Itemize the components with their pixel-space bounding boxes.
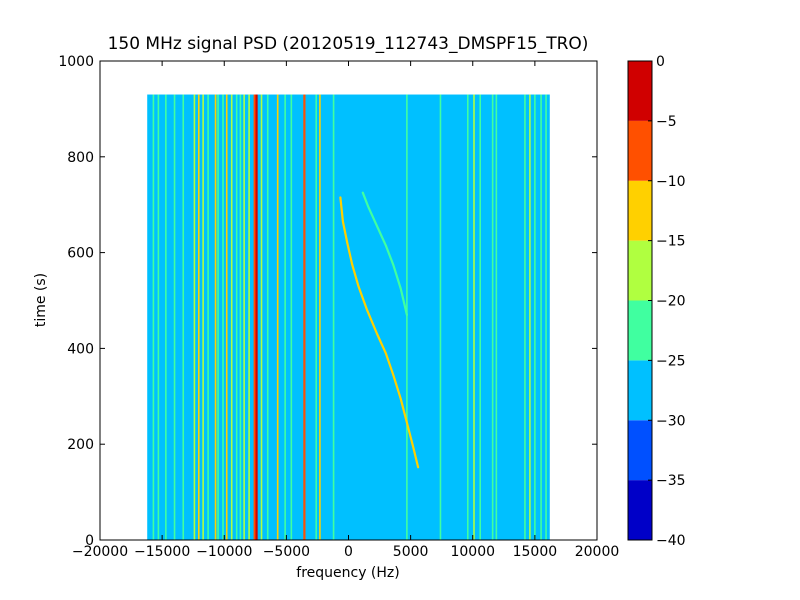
psd-vertical-line <box>214 94 217 540</box>
colorbar-segment <box>628 480 652 540</box>
plot-area <box>147 94 550 540</box>
x-tick-label: −10000 <box>196 544 252 560</box>
psd-vertical-line <box>406 94 408 540</box>
colorbar-tick-label: −25 <box>656 353 686 369</box>
x-tick-label: 5000 <box>393 544 429 560</box>
y-tick-label: 200 <box>67 437 94 453</box>
psd-vertical-line <box>255 94 258 540</box>
colorbar-segment <box>628 300 652 361</box>
psd-vertical-line <box>332 94 335 540</box>
colorbar-segment <box>628 360 652 421</box>
colorbar-tick-label: −35 <box>656 473 686 489</box>
psd-vertical-line <box>303 94 306 540</box>
x-tick-label: 0 <box>344 544 353 560</box>
psd-vertical-line <box>290 94 293 540</box>
colorbar-tick-label: −10 <box>656 174 686 190</box>
psd-vertical-line <box>230 94 233 540</box>
x-tick-label: −15000 <box>134 544 190 560</box>
psd-vertical-line <box>235 94 238 540</box>
x-tick-label: 15000 <box>513 544 558 560</box>
psd-vertical-line <box>524 94 526 540</box>
x-tick-label: 10000 <box>450 544 495 560</box>
colorbar-segment <box>628 61 652 121</box>
psd-vertical-line <box>182 94 185 540</box>
colorbar: 0 −5 −10 −15 −20 −25 −30 −35 −40 <box>627 54 686 549</box>
x-tick-label: −5000 <box>263 544 310 560</box>
colorbar-tick-label: 0 <box>656 54 665 70</box>
colorbar-tick-label: −15 <box>656 234 686 250</box>
y-tick-label: 0 <box>85 533 94 549</box>
chart-title: 150 MHz signal PSD (20120519_112743_DMSP… <box>108 34 589 54</box>
psd-vertical-line <box>534 94 536 540</box>
psd-vertical-line <box>193 94 196 540</box>
psd-vertical-line <box>248 94 250 540</box>
psd-vertical-line <box>540 94 542 540</box>
doppler-trace <box>361 191 408 316</box>
colorbar-tick-label: −30 <box>656 413 686 429</box>
psd-vertical-line <box>529 94 531 540</box>
psd-vertical-line <box>243 94 245 540</box>
colorbar-tick-label: −40 <box>656 533 686 549</box>
psd-vertical-line <box>239 94 242 540</box>
psd-vertical-line <box>197 94 200 540</box>
psd-vertical-line <box>253 94 256 540</box>
y-axis-label: time (s) <box>33 273 49 327</box>
psd-vertical-line <box>545 94 547 540</box>
colorbar-tick-label: −5 <box>656 114 677 130</box>
psd-vertical-line <box>222 94 224 540</box>
psd-vertical-line <box>495 94 498 540</box>
psd-vertical-line <box>466 94 469 540</box>
psd-vertical-line <box>266 94 269 540</box>
psd-vertical-line <box>217 94 219 540</box>
x-tick-label: −20000 <box>72 544 128 560</box>
psd-vertical-line <box>479 94 482 540</box>
psd-vertical-line <box>439 94 442 540</box>
psd-vertical-line <box>173 94 176 540</box>
y-tick-label: 600 <box>67 246 94 262</box>
psd-vertical-line <box>157 94 160 540</box>
x-tick-label: 20000 <box>575 544 620 560</box>
psd-vertical-line <box>152 94 155 540</box>
x-axis-label: frequency (Hz) <box>296 565 399 581</box>
psd-vertical-line <box>473 94 475 540</box>
psd-vertical-line <box>207 94 209 540</box>
axes: −20000 −15000 −10000 −5000 0 5000 10000 15000 20… <box>58 54 619 560</box>
psd-vertical-line <box>284 94 286 540</box>
psd-vertical-line <box>260 94 263 540</box>
psd-vertical-line <box>315 94 317 540</box>
psd-vertical-line <box>165 94 167 540</box>
psd-vertical-line <box>491 94 494 540</box>
psd-vertical-line <box>319 94 321 540</box>
y-tick-label: 800 <box>67 150 94 166</box>
colorbar-segment <box>628 120 652 181</box>
psd-vertical-line <box>276 94 279 540</box>
y-tick-label: 1000 <box>58 54 94 70</box>
psd-background <box>147 94 550 540</box>
psd-vertical-line <box>202 94 204 540</box>
psd-vertical-line <box>225 94 228 540</box>
doppler-trace <box>339 196 420 469</box>
y-tick-label: 400 <box>67 341 94 357</box>
colorbar-segment <box>628 420 652 481</box>
colorbar-tick-label: −20 <box>656 294 686 310</box>
colorbar-segment <box>628 180 652 241</box>
colorbar-segment <box>628 240 652 301</box>
